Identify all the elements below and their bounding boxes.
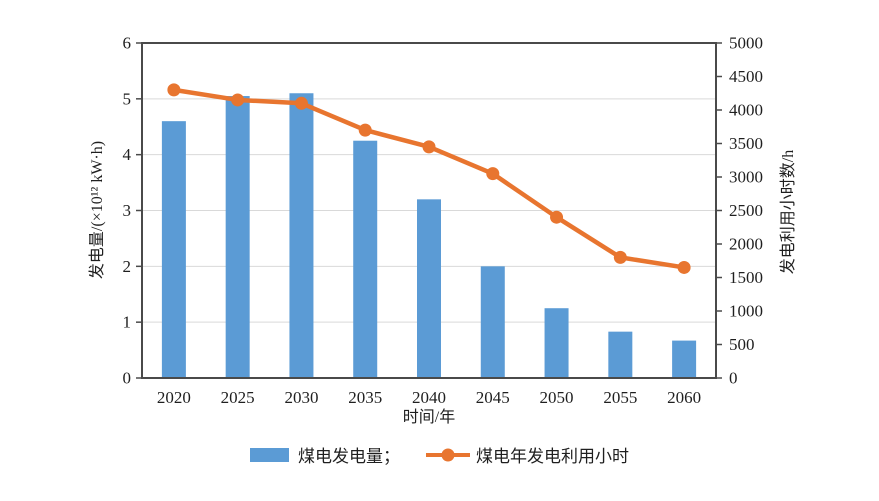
- x-axis-tick-label: 2035: [348, 388, 382, 407]
- left-axis-tick-label: 4: [123, 145, 132, 164]
- bar-2030: [289, 93, 314, 378]
- line-point-2050: [550, 210, 564, 224]
- bar-2060: [672, 340, 697, 378]
- legend: 煤电发电量； 煤电年发电利用小时: [0, 442, 879, 467]
- right-axis-tick-label: 0: [729, 369, 738, 388]
- x-axis-tick-label: 2050: [540, 388, 574, 407]
- right-axis-tick-label: 500: [729, 335, 755, 354]
- line-point-2055: [613, 250, 627, 264]
- right-axis-tick-label: 2500: [729, 201, 763, 220]
- left-axis-tick-label: 2: [123, 257, 132, 276]
- line-legend-swatch-icon: [426, 448, 470, 462]
- bar-2055: [608, 331, 633, 378]
- line-point-2040: [422, 140, 436, 154]
- left-axis-tick-label: 5: [123, 89, 132, 108]
- right-axis-tick-label: 1000: [729, 302, 763, 321]
- legend-label-bar-series: 煤电发电量；: [298, 447, 400, 466]
- plot-svg: 0 1 2 3 4 5 6 0 500 1000 1500 2000 2500 3000 3500 4000 4…: [123, 34, 764, 408]
- x-axis-tick-label: 2025: [221, 388, 255, 407]
- line-point-2045: [486, 167, 500, 181]
- legend-label-line-series: 煤电年发电利用小时: [476, 447, 629, 466]
- line-point-2020: [167, 83, 181, 97]
- line-point-2035: [358, 123, 372, 137]
- right-axis-tick-label: 2000: [729, 235, 763, 254]
- bar-2050: [544, 308, 569, 378]
- right-axis-tick-label: 4000: [729, 101, 763, 120]
- line-point-2030: [294, 96, 308, 110]
- line-point-2025: [231, 93, 245, 107]
- legend-item-line-series: 煤电年发电利用小时: [426, 442, 629, 467]
- line-legend-dot: [441, 448, 455, 461]
- left-axis-tick-label: 3: [123, 201, 132, 220]
- left-axis-title: 发电量/(×10¹² kW·h): [89, 140, 106, 280]
- left-axis-tick-label: 1: [123, 313, 132, 332]
- right-axis-tick-label: 3500: [729, 134, 763, 153]
- x-axis-tick-label: 2020: [157, 388, 191, 407]
- x-axis-tick-label: 2030: [284, 388, 318, 407]
- right-axis-tick-label: 3000: [729, 168, 763, 187]
- right-axis-tick-label: 1500: [729, 268, 763, 287]
- legend-item-bar-series: 煤电发电量；: [250, 442, 400, 467]
- x-axis-tick-label: 2040: [412, 388, 446, 407]
- bar-2035: [353, 140, 378, 378]
- bar-legend-swatch-icon: [250, 447, 289, 462]
- left-axis-tick-label: 6: [123, 34, 132, 53]
- right-axis-title: 发电利用小时数/h: [780, 149, 797, 275]
- bar-2040: [417, 199, 441, 378]
- right-axis-tick-label: 4500: [729, 67, 763, 86]
- line-point-2060: [677, 260, 691, 274]
- left-axis-tick-label: 0: [123, 369, 132, 388]
- x-axis-tick-label: 2060: [667, 388, 701, 407]
- bar-2045: [480, 266, 505, 378]
- x-axis-tick-label: 2045: [476, 388, 510, 407]
- x-axis-title: 时间/年: [402, 409, 456, 426]
- right-axis-tick-label: 5000: [729, 34, 763, 53]
- bar-2020: [161, 121, 186, 379]
- x-axis-tick-label: 2055: [603, 388, 637, 407]
- bar-2025: [225, 96, 250, 379]
